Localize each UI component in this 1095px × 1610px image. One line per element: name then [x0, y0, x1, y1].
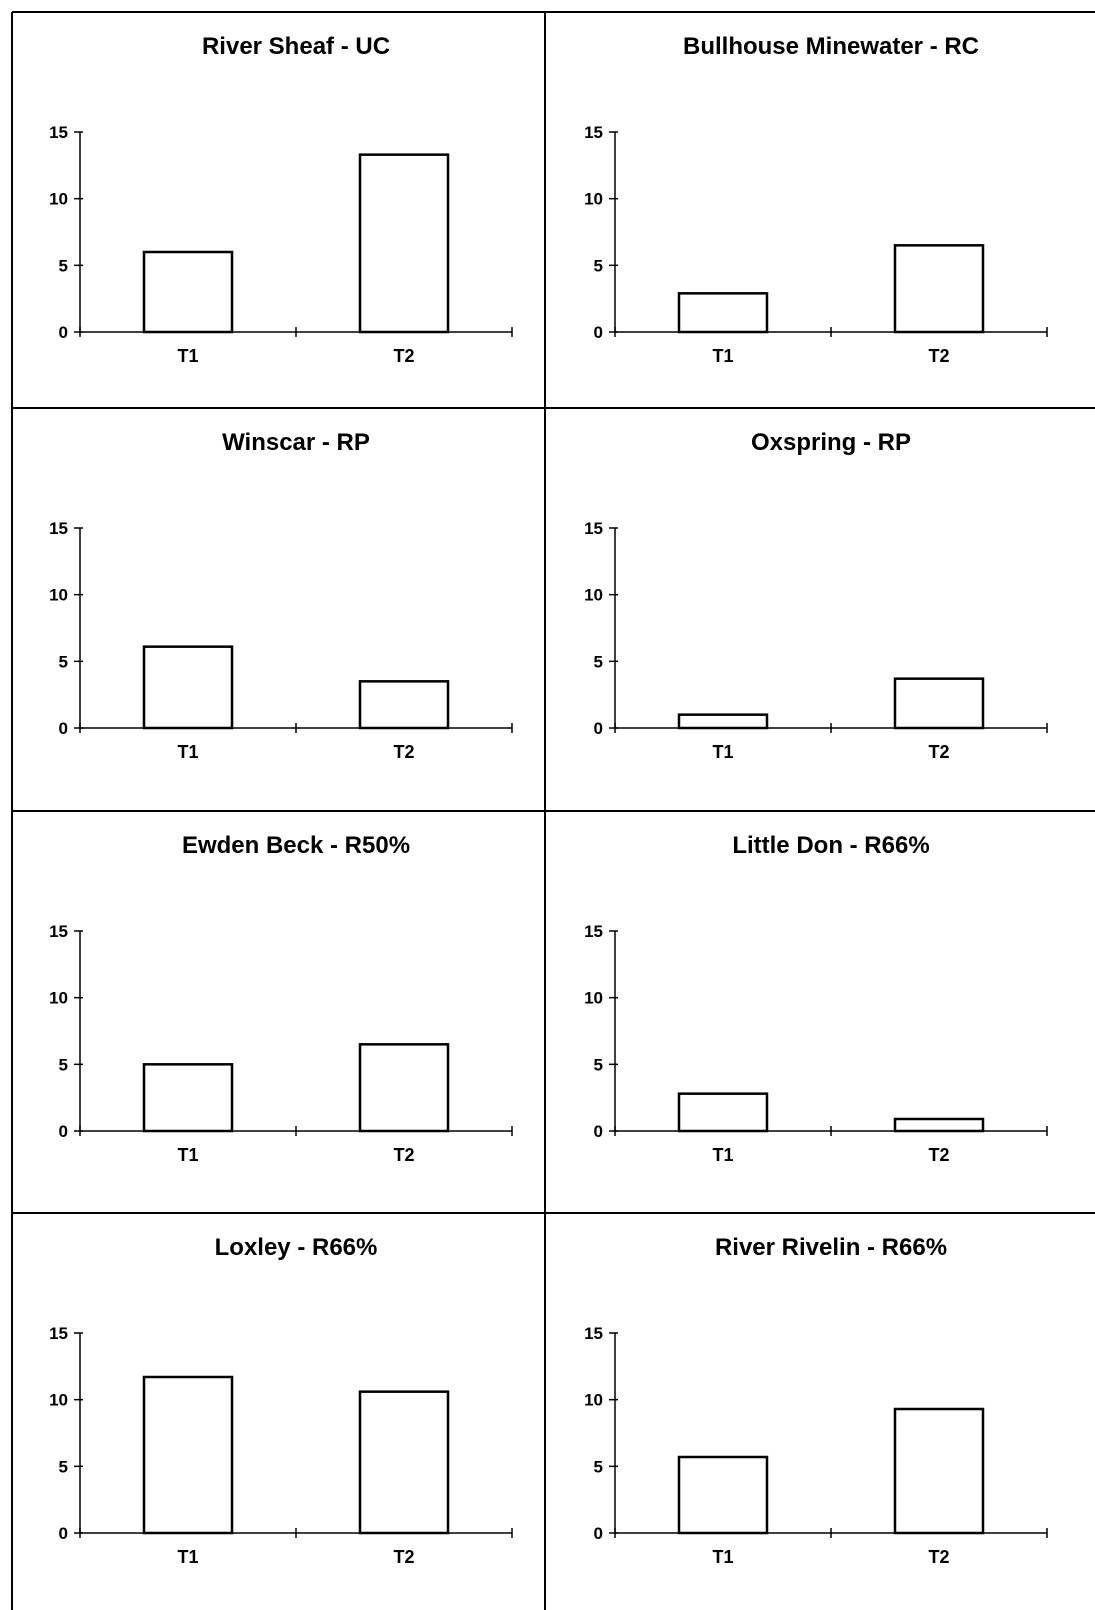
x-tick-label: T1 — [177, 742, 198, 762]
chart-panel: Winscar - RP 0 5 10 15 T1 T2 — [49, 429, 513, 762]
y-tick-label: 0 — [59, 1122, 68, 1141]
y-tick-label: 10 — [49, 190, 68, 209]
chart-panel: Little Don - R66% 0 5 10 15 T1 T2 — [584, 832, 1048, 1165]
x-tick-label: T2 — [928, 742, 949, 762]
bars — [677, 1092, 985, 1133]
bars — [142, 645, 450, 730]
y-tick-label: 0 — [59, 323, 68, 342]
y-axis: 0 5 10 15 — [49, 1324, 83, 1543]
y-tick-label: 10 — [49, 989, 68, 1008]
y-axis: 0 5 10 15 — [584, 1324, 618, 1543]
y-tick-label: 0 — [594, 1122, 603, 1141]
y-tick-label: 5 — [594, 1457, 603, 1476]
panel-title: Loxley - R66% — [215, 1234, 378, 1261]
panel-title: Little Don - R66% — [732, 832, 929, 859]
x-tick-label: T1 — [177, 1145, 198, 1165]
y-axis: 0 5 10 15 — [584, 519, 618, 738]
panel-grid-lines — [11, 11, 1095, 1610]
bar — [358, 680, 450, 730]
panel-title: Bullhouse Minewater - RC — [683, 33, 979, 60]
y-tick-label: 15 — [584, 922, 603, 941]
y-tick-label: 10 — [49, 1391, 68, 1410]
x-tick-label: T2 — [928, 1547, 949, 1567]
bar — [358, 1390, 450, 1535]
y-tick-label: 0 — [594, 719, 603, 738]
bar — [893, 1407, 985, 1535]
bars — [677, 677, 985, 730]
x-tick-label: T2 — [393, 1547, 414, 1567]
x-tick-label: T1 — [177, 346, 198, 366]
panel-title: River Sheaf - UC — [202, 33, 390, 60]
y-tick-label: 5 — [594, 1055, 603, 1074]
bar — [142, 1375, 234, 1535]
bar — [677, 1092, 769, 1133]
bar — [893, 677, 985, 730]
chart-panel: River Rivelin - R66% 0 5 10 15 T1 T2 — [584, 1234, 1048, 1567]
chart-panel: Bullhouse Minewater - RC 0 5 10 15 T1 T2 — [584, 33, 1048, 366]
chart-panel: Ewden Beck - R50% 0 5 10 15 T1 T2 — [49, 832, 513, 1165]
y-tick-label: 10 — [49, 586, 68, 605]
bar — [677, 713, 769, 730]
x-tick-label: T1 — [712, 346, 733, 366]
y-tick-label: 15 — [49, 1324, 68, 1343]
bars — [677, 244, 985, 334]
x-tick-label: T2 — [928, 1145, 949, 1165]
y-tick-label: 15 — [584, 123, 603, 142]
bar — [142, 250, 234, 334]
y-tick-label: 5 — [594, 652, 603, 671]
y-tick-label: 10 — [584, 1391, 603, 1410]
panel-title: Oxspring - RP — [751, 429, 911, 456]
x-tick-label: T1 — [712, 1145, 733, 1165]
x-tick-label: T2 — [393, 742, 414, 762]
y-tick-label: 5 — [59, 1457, 68, 1476]
bar — [893, 244, 985, 334]
x-tick-label: T2 — [393, 1145, 414, 1165]
y-tick-label: 10 — [584, 586, 603, 605]
x-tick-label: T1 — [712, 742, 733, 762]
y-tick-label: 5 — [59, 652, 68, 671]
bar — [893, 1117, 985, 1133]
x-tick-label: T1 — [712, 1547, 733, 1567]
y-tick-label: 10 — [584, 190, 603, 209]
bar — [142, 645, 234, 730]
panel-title: River Rivelin - R66% — [715, 1234, 947, 1261]
chart-panel: Loxley - R66% 0 5 10 15 T1 T2 — [49, 1234, 513, 1567]
y-axis: 0 5 10 15 — [49, 519, 83, 738]
bar — [142, 1063, 234, 1133]
y-tick-label: 0 — [59, 719, 68, 738]
y-tick-label: 15 — [49, 519, 68, 538]
x-tick-label: T2 — [928, 346, 949, 366]
y-tick-label: 15 — [584, 1324, 603, 1343]
chart-panel: River Sheaf - UC 0 5 10 15 T1 T2 — [49, 33, 513, 366]
y-tick-label: 15 — [584, 519, 603, 538]
bars — [142, 1043, 450, 1133]
bars — [142, 153, 450, 334]
y-tick-label: 5 — [59, 1055, 68, 1074]
bars — [677, 1407, 985, 1535]
y-tick-label: 0 — [59, 1524, 68, 1543]
y-axis: 0 5 10 15 — [49, 922, 83, 1141]
y-axis: 0 5 10 15 — [584, 123, 618, 342]
bars — [142, 1375, 450, 1535]
bar — [677, 292, 769, 334]
x-tick-label: T2 — [393, 346, 414, 366]
y-tick-label: 15 — [49, 123, 68, 142]
y-axis: 0 5 10 15 — [49, 123, 83, 342]
y-tick-label: 5 — [594, 256, 603, 275]
panel-title: Winscar - RP — [222, 429, 370, 456]
y-tick-label: 15 — [49, 922, 68, 941]
y-tick-label: 10 — [584, 989, 603, 1008]
bar — [677, 1455, 769, 1535]
y-axis: 0 5 10 15 — [584, 922, 618, 1141]
y-tick-label: 0 — [594, 323, 603, 342]
panel-title: Ewden Beck - R50% — [182, 832, 410, 859]
bar — [358, 153, 450, 334]
x-tick-label: T1 — [177, 1547, 198, 1567]
bar — [358, 1043, 450, 1133]
chart-panel: Oxspring - RP 0 5 10 15 T1 T2 — [584, 429, 1048, 762]
y-tick-label: 0 — [594, 1524, 603, 1543]
y-tick-label: 5 — [59, 256, 68, 275]
